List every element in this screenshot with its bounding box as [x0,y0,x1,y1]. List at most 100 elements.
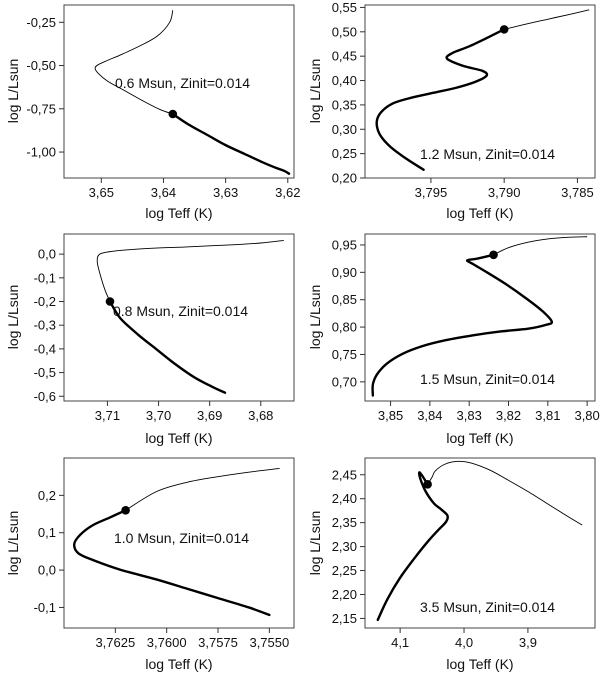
x-tick-label: 3,65 [89,185,114,200]
y-tick-label: 0,35 [332,97,357,112]
y-tick-label: 0,50 [332,24,357,39]
y-tick-label: 2,20 [332,587,357,602]
plot-frame [63,233,295,402]
series-line-main-sequence [493,236,588,256]
y-tick-label: -0,1 [34,270,56,285]
series-line-pre-main-sequence [375,28,506,171]
x-axis-label: log Teff (K) [446,430,513,446]
x-tick-label: 3,7625 [95,635,135,650]
x-tick-label: 3,85 [378,408,403,423]
x-tick-label: 3,82 [496,408,521,423]
y-axis-label: log L/Lsun [307,59,323,124]
y-tick-label: -0,50 [26,58,56,73]
y-tick-label: -1,00 [26,145,56,160]
panel-5: 3.5 Msun, Zinit=0.014 log Teff (K) log L… [307,457,596,672]
y-tick-label: 0,80 [332,320,357,335]
y-tick-label: -0,1 [34,600,56,615]
panel-annotation: 1.5 Msun, Zinit=0.014 [420,371,555,387]
x-tick-label: 3,7575 [198,635,238,650]
y-tick-label: 0,0 [38,563,56,578]
y-tick-label: 0,90 [332,265,357,280]
x-tick-label: 3,84 [417,408,442,423]
y-tick-label: 0,55 [332,0,357,15]
zams-marker [489,250,498,260]
plot-frame [364,457,596,629]
plot-frame [364,233,596,402]
plot-frame [63,457,295,629]
y-tick-label: 0,70 [332,374,357,389]
series-line-main-sequence [125,468,280,511]
x-tick-label: 3,71 [95,408,120,423]
y-tick-label: 2,25 [332,563,357,578]
series-line-main-sequence [427,460,583,526]
panel-annotation: 0.6 Msun, Zinit=0.014 [115,75,250,91]
panel-2: 0.8 Msun, Zinit=0.014 log Teff (K) log L… [5,233,295,446]
x-tick-label: 3,790 [488,185,521,200]
y-tick-label: 0,30 [332,122,357,137]
y-axis-label: log L/Lsun [5,511,21,576]
x-axis-label: log Teff (K) [145,430,212,446]
x-tick-label: 3,81 [535,408,560,423]
y-axis-label: log L/Lsun [5,59,21,124]
y-tick-label: 0,75 [332,347,357,362]
zams-marker [121,506,130,515]
y-tick-label: 0,25 [332,146,357,161]
panel-0: 0.6 Msun, Zinit=0.014 log Teff (K) log L… [5,4,300,221]
y-tick-label: 0,40 [332,73,357,88]
y-tick-label: 0,85 [332,292,357,307]
plot-frame [364,4,596,179]
y-axis-label: log L/Lsun [307,285,323,350]
y-tick-label: -0,6 [34,389,56,404]
y-tick-label: -0,3 [34,318,56,333]
x-tick-label: 3,80 [574,408,599,423]
y-tick-label: 0,45 [332,49,357,64]
y-tick-label: -0,4 [34,341,56,356]
y-tick-label: 0,20 [332,171,357,186]
plot-frame [63,4,295,179]
x-tick-label: 3,7550 [249,635,289,650]
zams-marker [499,25,509,34]
series-line-main-sequence [504,9,590,30]
y-tick-label: -0,25 [26,15,56,30]
series-line-main-sequence [96,239,284,302]
zams-marker [423,480,432,489]
y-tick-label: -0,75 [26,101,56,116]
series-line-pre-main-sequence [371,253,554,397]
y-tick-label: 2,45 [332,467,357,482]
x-tick-label: 3,7600 [147,635,187,650]
x-axis-label: log Teff (K) [145,656,212,672]
x-tick-label: 3,63 [213,185,238,200]
x-tick-label: 4,0 [455,635,473,650]
x-tick-label: 3,70 [146,408,171,423]
x-tick-label: 3,64 [151,185,176,200]
y-tick-label: 0,0 [38,247,56,262]
x-tick-label: 3,69 [197,408,222,423]
x-tick-label: 3,62 [275,185,300,200]
series-line-pre-main-sequence [376,471,449,622]
series-line-pre-main-sequence [73,509,271,617]
y-tick-label: 2,30 [332,539,357,554]
y-tick-label: -0,2 [34,294,56,309]
x-axis-label: log Teff (K) [145,205,212,221]
y-tick-label: 2,40 [332,491,357,506]
y-axis-label: log L/Lsun [5,285,21,350]
series-line-main-sequence [171,112,291,175]
panel-annotation: 1.0 Msun, Zinit=0.014 [114,530,249,546]
x-tick-label: 4,1 [391,635,409,650]
x-tick-label: 3,9 [519,635,537,650]
panel-annotation: 1.2 Msun, Zinit=0.014 [420,146,555,162]
x-tick-label: 3,68 [248,408,273,423]
y-tick-label: 2,35 [332,515,357,530]
y-axis-label: log L/Lsun [307,511,323,576]
x-tick-label: 3,785 [561,185,594,200]
zams-marker [168,109,178,119]
y-tick-label: 0,95 [332,237,357,252]
y-tick-label: -0,5 [34,365,56,380]
series-line-pre-main-sequence [94,10,174,115]
x-tick-label: 3,795 [415,185,448,200]
panel-4: 1.0 Msun, Zinit=0.014 log Teff (K) log L… [5,457,295,672]
y-tick-label: 0,1 [38,525,56,540]
panel-annotation: 3.5 Msun, Zinit=0.014 [420,599,555,615]
x-tick-label: 3,83 [457,408,482,423]
